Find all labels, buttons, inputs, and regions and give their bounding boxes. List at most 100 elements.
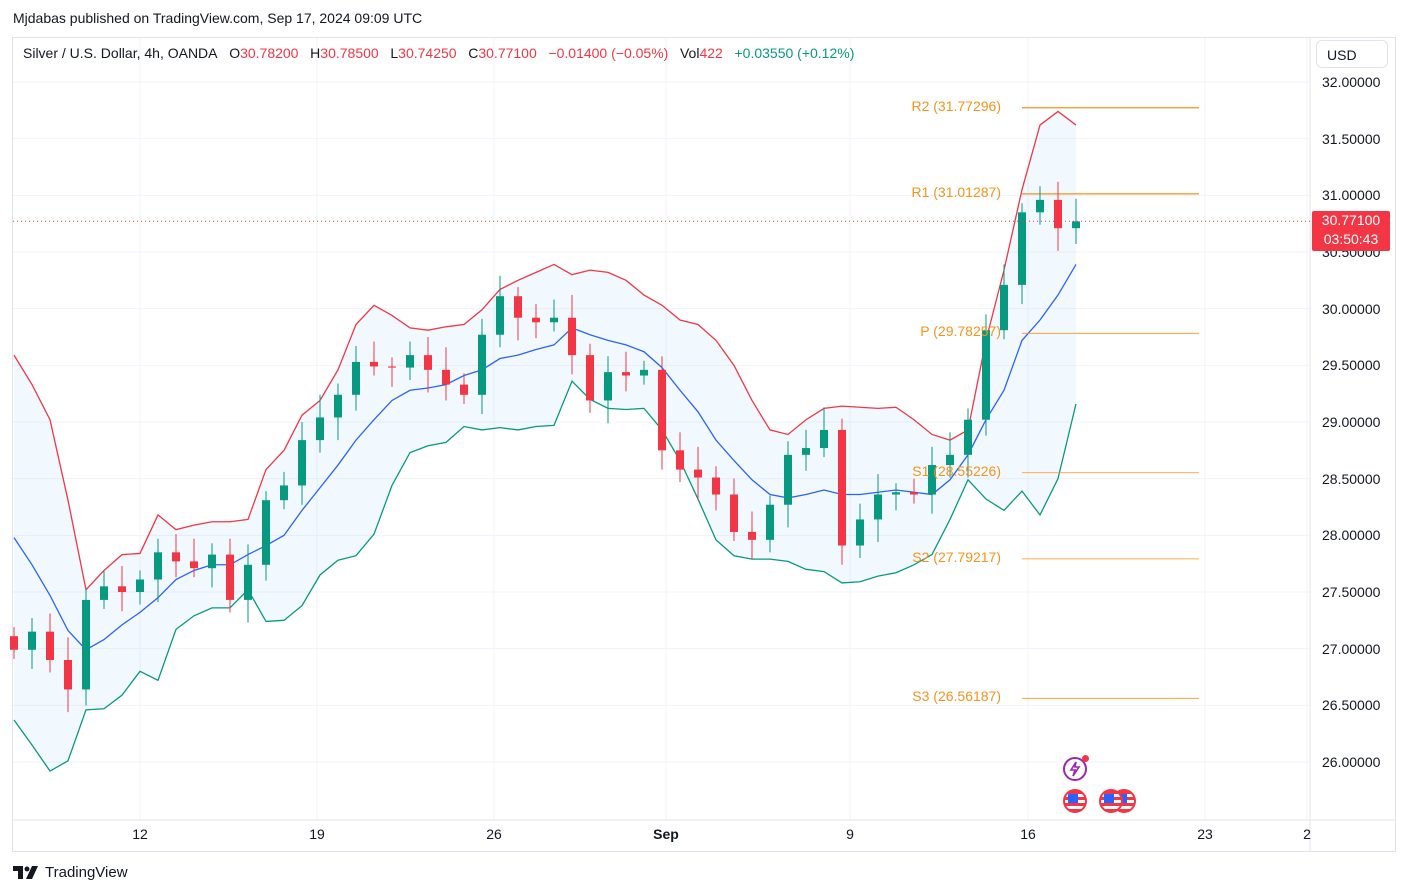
candle bbox=[244, 544, 252, 623]
indicator-change-value: +0.03550 (+0.12%) bbox=[734, 45, 855, 61]
low-label: L bbox=[390, 45, 399, 61]
price-tick-label: 32.00000 bbox=[1322, 74, 1381, 90]
pivot-label-r2: R2 (31.77296) bbox=[911, 97, 1001, 114]
pivot-label-s3: S3 (26.56187) bbox=[912, 688, 1001, 705]
candle-body bbox=[334, 394, 342, 418]
candle-body bbox=[208, 554, 216, 569]
tradingview-logo[interactable]: TradingView bbox=[13, 864, 128, 881]
candle-body bbox=[406, 355, 414, 368]
time-tick-label: 19 bbox=[309, 826, 325, 842]
candle-body bbox=[514, 296, 522, 318]
price-tick-label: 27.00000 bbox=[1322, 640, 1381, 657]
candle bbox=[262, 491, 270, 581]
lightning-glyph-icon bbox=[1069, 761, 1081, 777]
candle-body bbox=[1072, 221, 1080, 229]
candle-body bbox=[532, 317, 540, 323]
time-tick-label: 26 bbox=[486, 826, 502, 842]
candle bbox=[550, 299, 558, 332]
candle-body bbox=[712, 477, 720, 495]
candle-body bbox=[910, 492, 918, 495]
candle bbox=[1036, 186, 1044, 225]
candle bbox=[820, 407, 828, 458]
brand-name: TradingView bbox=[45, 864, 128, 881]
close-value: 30.77100 bbox=[478, 45, 537, 61]
candle bbox=[1000, 264, 1008, 340]
candle bbox=[280, 471, 288, 510]
candle-body bbox=[244, 564, 252, 600]
candle-body bbox=[28, 631, 36, 650]
flag-canton-icon bbox=[1104, 794, 1114, 803]
pivot-label-s1: S1 (28.55226) bbox=[912, 462, 1001, 479]
price-tick-label: 31.50000 bbox=[1322, 130, 1381, 147]
candle bbox=[100, 570, 108, 609]
published-byline: Mjdabas published on TradingView.com, Se… bbox=[13, 10, 423, 26]
candle bbox=[64, 637, 72, 713]
candle-body bbox=[262, 500, 270, 565]
candle-body bbox=[1000, 284, 1008, 331]
candle bbox=[658, 356, 666, 470]
candle bbox=[496, 275, 504, 348]
candle bbox=[406, 341, 414, 381]
candle-body bbox=[820, 429, 828, 449]
price-tick-label: 26.50000 bbox=[1322, 697, 1381, 714]
time-tick-label: Sep bbox=[653, 826, 679, 842]
candle-body bbox=[892, 492, 900, 495]
chart-frame bbox=[12, 37, 1396, 852]
candle bbox=[604, 356, 612, 424]
candle bbox=[190, 538, 198, 578]
candle-body bbox=[136, 579, 144, 592]
candle bbox=[352, 346, 360, 411]
us-flag-event-icon[interactable] bbox=[1063, 789, 1087, 813]
high-value: 30.78500 bbox=[320, 45, 379, 61]
time-tick-label: 2 bbox=[1303, 826, 1311, 842]
candle-body bbox=[100, 586, 108, 600]
candle bbox=[964, 408, 972, 478]
candle bbox=[1072, 198, 1080, 245]
candle bbox=[838, 418, 846, 565]
candle-body bbox=[550, 317, 558, 323]
candle bbox=[1054, 181, 1062, 251]
candle-body bbox=[658, 369, 666, 451]
candle bbox=[622, 351, 630, 392]
candle-body bbox=[640, 369, 648, 376]
candle-body bbox=[586, 355, 594, 401]
pivot-label-p: P (29.78257) bbox=[920, 323, 1001, 340]
candle-body bbox=[370, 361, 378, 367]
tv-logo-icon bbox=[13, 865, 38, 879]
candle bbox=[676, 432, 684, 483]
candle-body bbox=[460, 384, 468, 395]
candle-body bbox=[226, 554, 234, 600]
price-tick-label: 31.00000 bbox=[1322, 187, 1381, 204]
candle-body bbox=[298, 440, 306, 486]
candle-body bbox=[154, 552, 162, 580]
candle bbox=[568, 295, 576, 375]
candle-body bbox=[1036, 199, 1044, 213]
candle-body bbox=[1018, 212, 1026, 285]
candle bbox=[514, 287, 522, 341]
candle bbox=[154, 538, 162, 603]
candle bbox=[442, 347, 450, 401]
us-flag-event-icon[interactable] bbox=[1099, 789, 1123, 813]
price-tick-label: 27.50000 bbox=[1322, 583, 1381, 600]
candle bbox=[784, 441, 792, 528]
time-tick-label: 9 bbox=[846, 826, 854, 842]
open-value: 30.78200 bbox=[240, 45, 299, 61]
candle-body bbox=[856, 519, 864, 546]
candle bbox=[370, 341, 378, 376]
candle bbox=[802, 429, 810, 471]
currency-button[interactable]: USD bbox=[1316, 40, 1388, 68]
bollinger-upper-line bbox=[13, 110, 1077, 592]
price-tick-label: 28.00000 bbox=[1322, 527, 1381, 544]
candle bbox=[388, 357, 396, 387]
bollinger-band-fill bbox=[14, 111, 1076, 772]
candle bbox=[730, 478, 738, 541]
candle-body bbox=[10, 636, 18, 650]
pivot-label-s2: S2 (27.79217) bbox=[912, 548, 1001, 565]
candle bbox=[766, 495, 774, 553]
symbol-title[interactable]: Silver / U.S. Dollar, 4h, OANDA bbox=[23, 45, 218, 61]
candle-body bbox=[838, 429, 846, 546]
symbol-legend: Silver / U.S. Dollar, 4h, OANDA O30.7820… bbox=[23, 45, 854, 61]
lightning-event-icon[interactable] bbox=[1063, 755, 1089, 781]
candle bbox=[532, 304, 540, 339]
